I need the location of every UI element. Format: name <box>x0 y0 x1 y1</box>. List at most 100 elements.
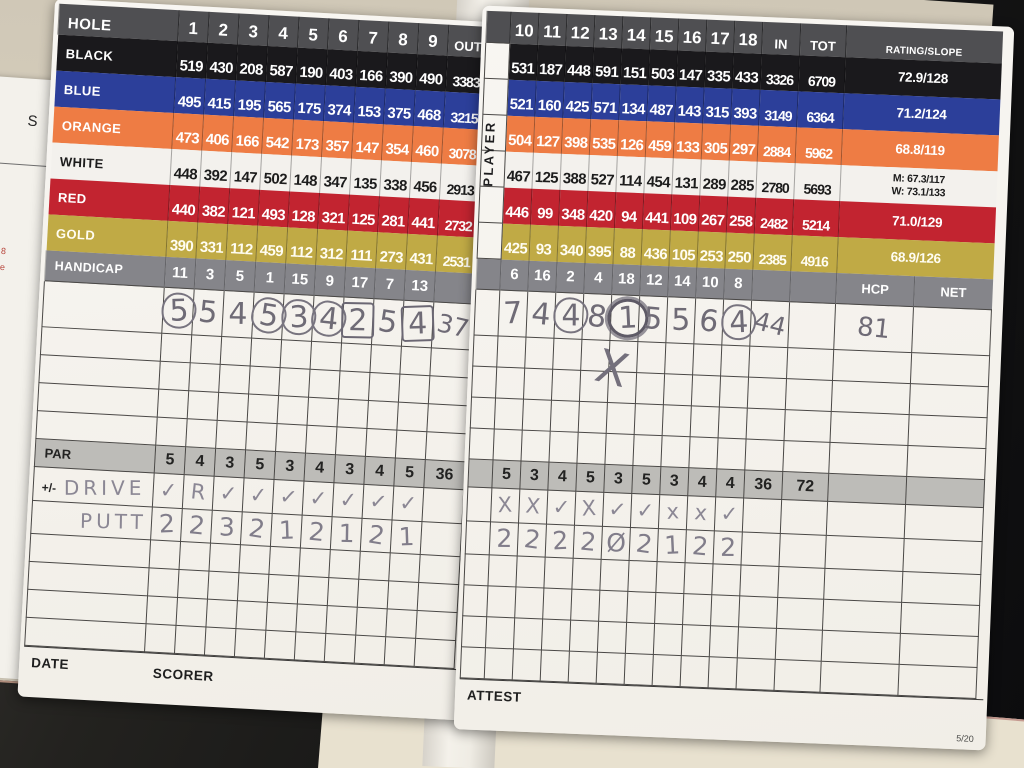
tee-distance-cell: 347 <box>319 157 352 195</box>
grid-cell <box>418 554 461 585</box>
grid-cell <box>524 337 554 370</box>
tee-distance-cell: 160 <box>534 80 565 118</box>
tee-distance-cell: 374 <box>323 85 356 123</box>
grid-cell <box>384 636 416 667</box>
tee-distance-cell: 148 <box>289 155 322 194</box>
grid-cell <box>627 560 658 593</box>
handwritten-score: 5 <box>641 300 664 338</box>
handwritten-drive-mark: ✓ <box>398 490 417 515</box>
grid-cell <box>570 589 600 622</box>
grid-cell <box>664 342 694 375</box>
tee-distance-cell: 393 <box>730 88 761 126</box>
grid-cell <box>598 590 628 623</box>
tee-distance-cell: 151 <box>620 47 650 85</box>
hole-number-cell: 14 <box>621 16 651 49</box>
handwritten-putt-count: 2 <box>551 525 569 556</box>
grid-cell <box>624 653 654 686</box>
rating-slope-cell: 68.8/119 <box>841 128 999 171</box>
grid-cell <box>247 393 279 424</box>
tee-distance-cell: 441 <box>642 192 672 230</box>
tee-distance-cell: 425 <box>501 223 531 261</box>
handwritten-drive-mark: x <box>693 499 709 525</box>
tee-distance-cell: 395 <box>585 226 615 264</box>
tee-distance-cell: 527 <box>587 154 618 192</box>
grid-cell <box>523 368 553 401</box>
grid-cell <box>187 390 219 421</box>
score-cell: 4 <box>553 292 589 340</box>
grid-cell <box>177 569 209 600</box>
grid-cell <box>606 402 636 435</box>
par-cell: 4 <box>547 462 577 492</box>
grid-cell <box>425 431 467 462</box>
tee-distance-cell: 433 <box>732 52 762 90</box>
grid-cell <box>215 420 248 450</box>
putt-cell: 2 <box>685 529 715 564</box>
grid-cell <box>234 628 266 659</box>
hole-number-cell: 10 <box>509 11 539 45</box>
tee-distance-cell: 166 <box>231 116 264 154</box>
par-cell: 3 <box>274 451 306 482</box>
plus-minus-label: +/- <box>41 479 57 495</box>
grid-cell <box>358 551 391 581</box>
tee-distance-cell: 565 <box>263 81 296 120</box>
grid-cell <box>396 402 429 432</box>
tee-distance-cell: 190 <box>295 47 328 86</box>
handwritten-drive-mark: X <box>497 492 513 517</box>
tee-distance-cell: 105 <box>668 229 699 267</box>
handwritten-score: 4 <box>228 296 248 332</box>
grid-cell <box>786 347 834 381</box>
par-cell: 4 <box>363 456 396 486</box>
tee-distance-cell: 448 <box>169 148 202 187</box>
tee-total-cell: 6364 <box>796 90 845 129</box>
grid-cell <box>297 575 329 606</box>
handwritten-putt-count: 2 <box>366 519 387 551</box>
grid-cell <box>278 367 311 398</box>
grid-cell <box>655 561 686 594</box>
tot-header-cell: TOT <box>799 23 847 57</box>
grid-cell <box>635 372 665 405</box>
handicap-spacer-cell <box>475 258 502 291</box>
handicap-cell: 12 <box>639 264 669 297</box>
grid-cell <box>369 344 402 375</box>
putt-cell: 2 <box>713 530 743 565</box>
grid-cell <box>385 608 418 639</box>
tee-distance-cell: 459 <box>255 225 288 264</box>
grid-cell <box>305 425 337 455</box>
grid-cell <box>144 623 176 654</box>
rating-slope-cell: 71.2/124 <box>842 92 1000 135</box>
putt-cell: 1 <box>657 528 687 563</box>
drive-mark-cell: X <box>574 491 604 527</box>
hole-number-cell: 15 <box>649 17 679 50</box>
tee-distance-cell: 112 <box>285 227 318 265</box>
drive-mark-cell: ✓ <box>546 490 576 526</box>
tee-distance-cell: 468 <box>413 90 446 128</box>
grid-cell <box>711 563 742 596</box>
handwritten-drive-mark: ✓ <box>159 477 178 503</box>
score-cell: 6 <box>693 297 724 345</box>
grid-cell <box>902 538 983 575</box>
grid-cell <box>357 579 389 609</box>
grid-cell <box>237 572 269 603</box>
tee-distance-cell: 267 <box>698 194 728 233</box>
tee-distance-cell: 166 <box>355 50 388 89</box>
grid-cell <box>294 631 326 662</box>
tee-distance-cell: 289 <box>699 159 730 197</box>
tee-distance-cell: 519 <box>175 41 208 79</box>
hole-number-cell: 9 <box>417 23 449 56</box>
grid-cell <box>495 366 525 400</box>
tee-distance-cell: 127 <box>533 116 563 154</box>
tee-in-total-cell: 2385 <box>752 233 793 271</box>
handwritten-drive-mark: ✓ <box>278 483 299 510</box>
handwritten-drive-mark: ✓ <box>309 485 328 511</box>
grid-cell <box>636 341 666 374</box>
score-cell: 7 <box>497 290 528 338</box>
tee-distance-cell: 504 <box>505 115 535 153</box>
grid-cell <box>748 346 788 379</box>
score-hcp-cell: 81 <box>833 303 914 353</box>
hole-number-cell: 7 <box>357 19 389 53</box>
grid-cell <box>828 442 908 477</box>
grid-cell <box>174 625 206 655</box>
grid-cell <box>415 610 458 641</box>
grid-cell <box>831 380 911 415</box>
handwritten-score: 4 <box>400 304 435 343</box>
